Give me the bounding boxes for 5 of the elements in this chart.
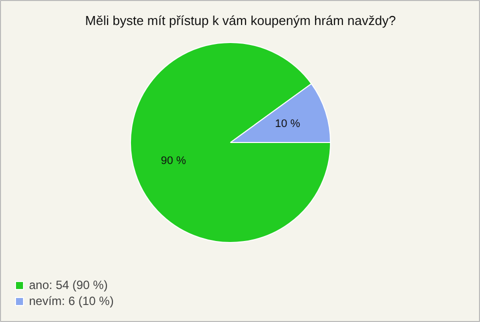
data-label: 10 % (275, 118, 300, 130)
legend-label: ano: 54 (90 %) (29, 278, 108, 292)
data-label: 90 % (160, 155, 186, 168)
chart-title: Měli byste mít přístup k vám koupeným hrám navždy? (85, 13, 396, 28)
legend-label: nevím: 6 (10 %) (29, 294, 114, 308)
